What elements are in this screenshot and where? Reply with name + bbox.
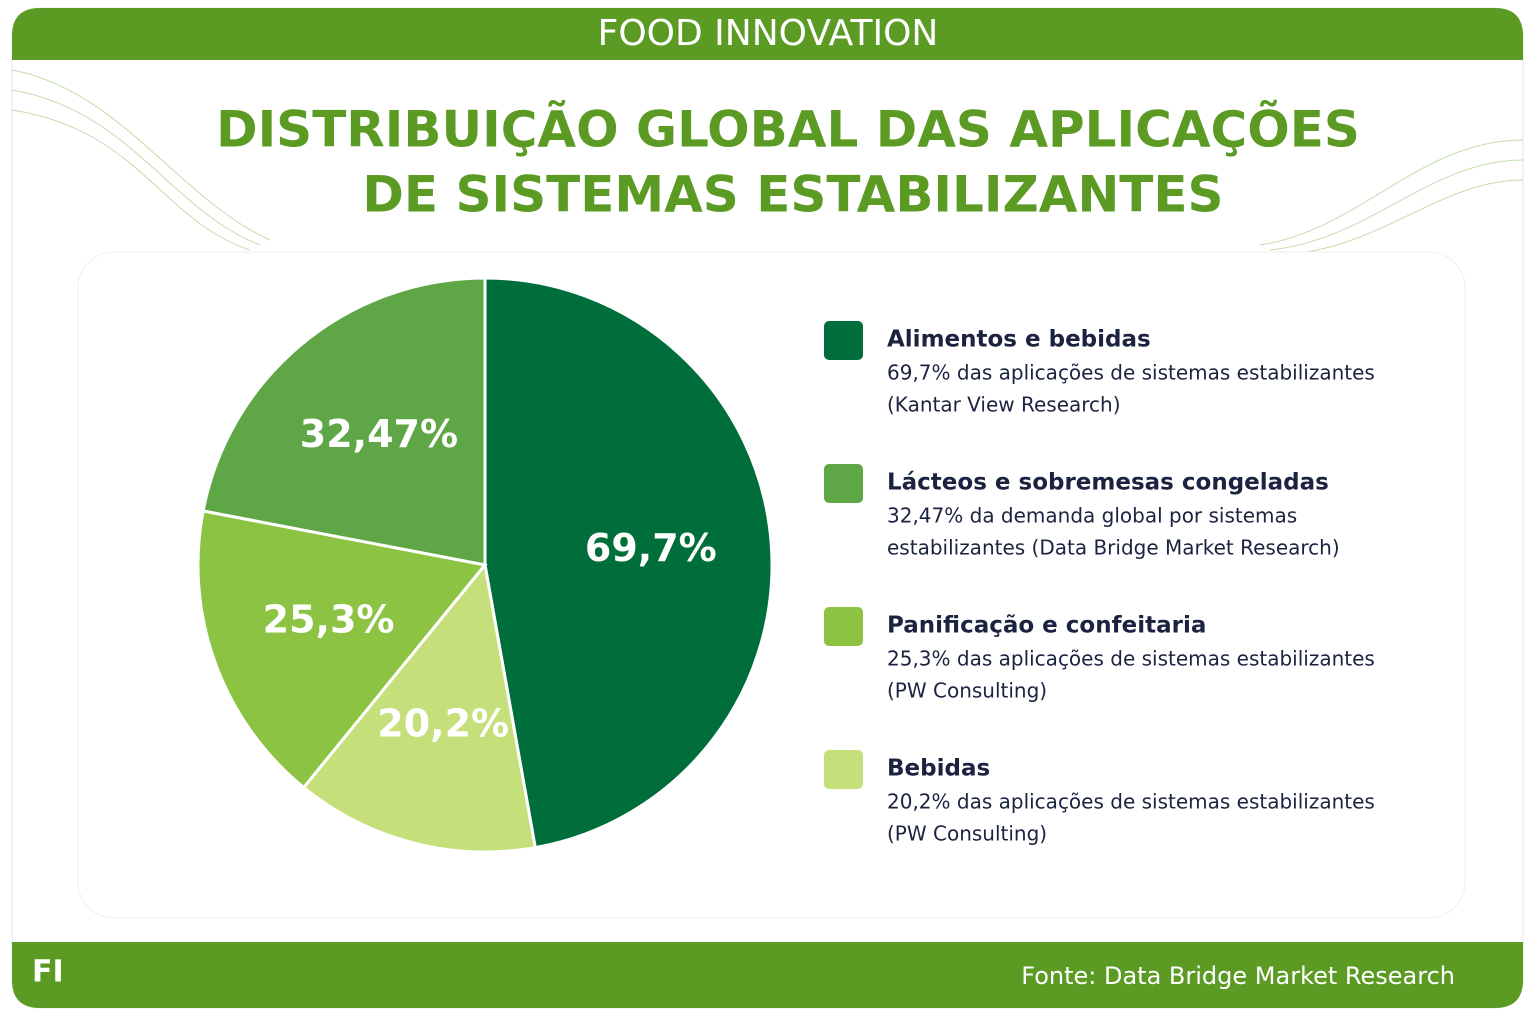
header-bar (12, 8, 1523, 60)
slice-label: 32,47% (300, 412, 458, 456)
legend-description: 32,47% da demanda global por sistemas (887, 504, 1297, 528)
chart-title: DISTRIBUIÇÃO GLOBAL DAS APLICAÇÕES (216, 100, 1360, 159)
footer-bar (12, 942, 1523, 1008)
pie-slice (196, 509, 488, 790)
pie-slice (201, 276, 487, 567)
legend-swatch (824, 321, 863, 360)
legend-title: Lácteos e sobremesas congeladas (887, 470, 1329, 496)
legend-swatch (824, 464, 863, 503)
slice-label: 20,2% (377, 702, 509, 746)
legend-description: (PW Consulting) (887, 822, 1047, 846)
brand: FOOD INNOVATION (598, 13, 939, 54)
legend-title: Panificação e confeitaria (887, 613, 1206, 639)
pie-slice (301, 561, 537, 854)
source: Fonte: Data Bridge Market Research (1021, 962, 1455, 990)
slice-label: 69,7% (585, 526, 717, 570)
legend-swatch (824, 750, 863, 789)
chart-title: DE SISTEMAS ESTABILIZANTES (362, 166, 1223, 224)
slice-label: 25,3% (263, 597, 395, 641)
logo: FI (32, 955, 64, 990)
legend: Alimentos e bebidas 69,7% das aplicações … (824, 321, 1375, 846)
legend-title: Bebidas (887, 756, 990, 782)
legend-title: Alimentos e bebidas (887, 327, 1151, 353)
legend-swatch (824, 607, 863, 646)
legend-description: 25,3% das aplicações de sistemas estabil… (887, 647, 1375, 671)
pie: 69,7% 32,47% 25,3% 20,2% (196, 276, 774, 854)
legend-description: (PW Consulting) (887, 679, 1047, 703)
decor-waves (11, 69, 1524, 256)
legend-description: (Kantar View Research) (887, 393, 1121, 417)
pie-slice (483, 276, 774, 850)
legend-description: 20,2% das aplicações de sistemas estabil… (887, 790, 1375, 814)
legend-description: 69,7% das aplicações de sistemas estabil… (887, 361, 1375, 385)
legend-description: estabilizantes (Data Bridge Market Resea… (887, 536, 1340, 560)
